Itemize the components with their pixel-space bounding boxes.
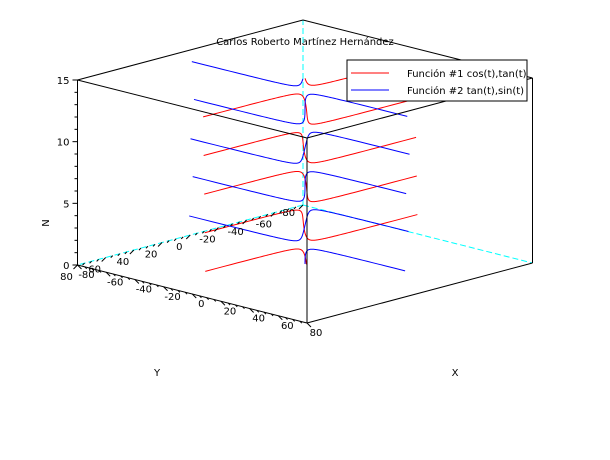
y-tick-label: -80 [279,208,295,219]
y-tick-label: -40 [227,227,243,238]
z-tick-label: 15 [57,76,70,87]
y-tick-label: -20 [199,235,215,246]
axes-layer: -80 -60 -40 -20 0 20 40 60 80 -80 -60 -40 -20 0 20 40 60… [57,76,323,339]
y-tick [181,237,183,239]
chart-title: Carlos Roberto Martínez Hernández [216,36,394,48]
x-axis-title: X [452,368,459,379]
x-tick-label: -20 [164,292,180,303]
x-tick-label: 40 [252,314,265,325]
x-tick-label: 0 [198,299,204,310]
box-hidden-edges [78,20,533,265]
y-tick [174,239,176,241]
y-tick [97,259,99,261]
y-tick-label: 20 [145,250,158,261]
z-tick-label: 0 [63,261,69,272]
y-tick-label: -60 [256,220,272,231]
x-tick-label: -40 [136,285,152,296]
legend: Función #1 cos(t),tan(t) Función #2 tan(… [347,60,527,101]
legend-label-series-1: Función #1 cos(t),tan(t) [407,68,527,80]
z-tick-label: 10 [57,138,70,149]
y-tick [139,248,141,250]
x-tick [307,323,311,327]
x-tick-label: -60 [107,277,123,288]
y-tick-label: 60 [88,265,101,276]
y-tick-label: 80 [60,272,73,283]
z-axis-title: N [41,219,52,226]
x-tick-label: 60 [281,321,294,332]
edge-top-back-left [78,20,304,80]
x-tick-label: 80 [310,328,323,339]
y-tick [130,250,134,254]
y-tick [74,265,78,269]
y-tick-label: 0 [176,242,182,253]
edge-top-front-left [78,80,308,138]
z-tick-label: 5 [63,199,69,210]
legend-label-series-2: Función #2 tan(t),sin(t) [407,85,524,97]
y-tick-label: 40 [117,257,130,268]
y-axis-title: Y [153,368,161,379]
edge-floor-front-right [307,263,533,323]
x-tick-label: 20 [224,306,237,317]
